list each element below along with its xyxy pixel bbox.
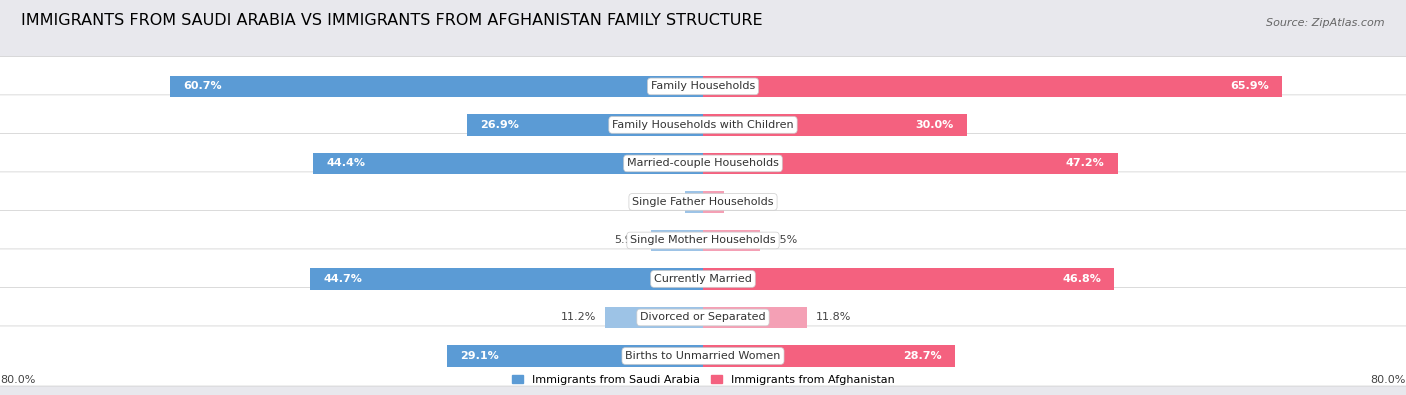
Bar (685, 191, 703, 213)
Bar (703, 153, 1118, 174)
Text: 29.1%: 29.1% (461, 351, 499, 361)
Bar (703, 345, 955, 367)
FancyBboxPatch shape (0, 95, 1406, 155)
Text: Births to Unmarried Women: Births to Unmarried Women (626, 351, 780, 361)
Text: Currently Married: Currently Married (654, 274, 752, 284)
Text: 44.4%: 44.4% (326, 158, 366, 168)
Text: 6.5%: 6.5% (769, 235, 797, 245)
Text: 47.2%: 47.2% (1066, 158, 1105, 168)
Bar (170, 76, 703, 97)
Bar (703, 268, 1114, 290)
Text: IMMIGRANTS FROM SAUDI ARABIA VS IMMIGRANTS FROM AFGHANISTAN FAMILY STRUCTURE: IMMIGRANTS FROM SAUDI ARABIA VS IMMIGRAN… (21, 13, 762, 28)
FancyBboxPatch shape (0, 56, 1406, 117)
Bar (314, 153, 703, 174)
Bar (467, 114, 703, 135)
Bar (605, 307, 703, 328)
Bar (311, 268, 703, 290)
Text: 2.4%: 2.4% (733, 197, 762, 207)
Text: 80.0%: 80.0% (1371, 375, 1406, 385)
Bar (703, 76, 1282, 97)
Text: 11.2%: 11.2% (561, 312, 596, 322)
Text: 30.0%: 30.0% (915, 120, 953, 130)
FancyBboxPatch shape (0, 249, 1406, 309)
Text: 44.7%: 44.7% (323, 274, 363, 284)
Bar (703, 307, 807, 328)
Text: 2.1%: 2.1% (647, 197, 676, 207)
Text: 46.8%: 46.8% (1062, 274, 1101, 284)
Bar (703, 191, 724, 213)
Bar (703, 114, 967, 135)
Bar (703, 230, 761, 251)
FancyBboxPatch shape (0, 134, 1406, 194)
Bar (447, 345, 703, 367)
Text: 28.7%: 28.7% (904, 351, 942, 361)
FancyBboxPatch shape (0, 211, 1406, 271)
Text: Family Households with Children: Family Households with Children (612, 120, 794, 130)
Text: Single Mother Households: Single Mother Households (630, 235, 776, 245)
Text: Family Households: Family Households (651, 81, 755, 91)
Text: 26.9%: 26.9% (479, 120, 519, 130)
FancyBboxPatch shape (0, 288, 1406, 348)
Bar (651, 230, 703, 251)
Text: 5.9%: 5.9% (614, 235, 643, 245)
Text: Divorced or Separated: Divorced or Separated (640, 312, 766, 322)
Text: 11.8%: 11.8% (815, 312, 851, 322)
Text: 80.0%: 80.0% (0, 375, 35, 385)
FancyBboxPatch shape (0, 326, 1406, 386)
Text: Single Father Households: Single Father Households (633, 197, 773, 207)
Text: 65.9%: 65.9% (1230, 81, 1268, 91)
FancyBboxPatch shape (0, 172, 1406, 232)
Text: 60.7%: 60.7% (183, 81, 221, 91)
Text: Married-couple Households: Married-couple Households (627, 158, 779, 168)
Legend: Immigrants from Saudi Arabia, Immigrants from Afghanistan: Immigrants from Saudi Arabia, Immigrants… (508, 371, 898, 389)
Text: Source: ZipAtlas.com: Source: ZipAtlas.com (1267, 18, 1385, 28)
